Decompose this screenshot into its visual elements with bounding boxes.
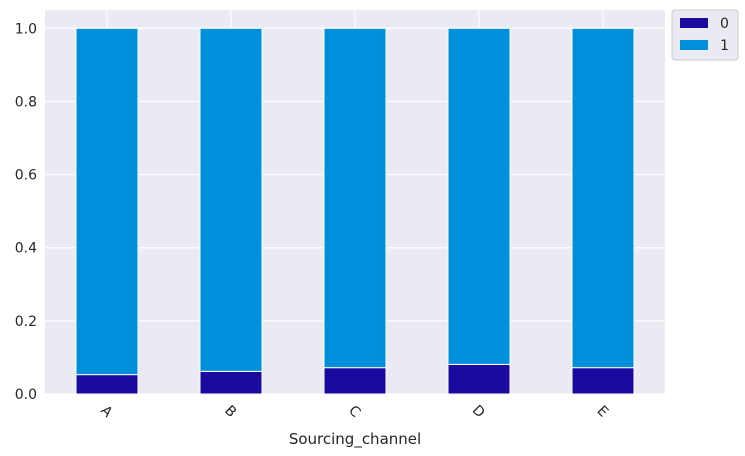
y-tick-label: 0.2 — [15, 314, 37, 330]
legend-swatch-1 — [680, 40, 708, 50]
x-tick-labels: A B C D E — [97, 402, 611, 421]
x-tick-label: D — [469, 402, 488, 421]
bar-B-series-1 — [199, 27, 263, 372]
x-axis-label: Sourcing_channel — [289, 430, 421, 449]
legend-label-1: 1 — [720, 38, 729, 54]
bar-E-series-1 — [571, 27, 635, 369]
bar-B-series-0 — [199, 370, 263, 395]
x-tick-label: E — [594, 403, 612, 421]
y-tick-labels: 0.0 0.2 0.4 0.6 0.8 1.0 — [15, 21, 37, 403]
y-tick-label: 1.0 — [15, 21, 37, 37]
legend-swatch-0 — [680, 18, 708, 28]
legend: 01 — [671, 9, 739, 61]
y-tick-label: 0.6 — [15, 168, 37, 184]
y-tick-label: 0.8 — [15, 94, 37, 110]
bar-C-series-0 — [323, 367, 387, 395]
bar-A-series-0 — [75, 374, 139, 395]
bar-D-series-0 — [447, 363, 511, 395]
y-tick-label: 0.0 — [15, 387, 37, 403]
bar-D-series-1 — [447, 27, 511, 365]
bar-E-series-0 — [571, 367, 635, 395]
x-tick-label: B — [221, 403, 239, 421]
bar-C-series-1 — [323, 27, 387, 369]
x-tick-label: A — [97, 403, 115, 421]
bar-A-series-1 — [75, 27, 139, 376]
legend-label-0: 0 — [720, 16, 729, 32]
y-tick-label: 0.4 — [15, 241, 37, 257]
x-tick-label: C — [345, 403, 363, 421]
bars — [75, 27, 635, 395]
